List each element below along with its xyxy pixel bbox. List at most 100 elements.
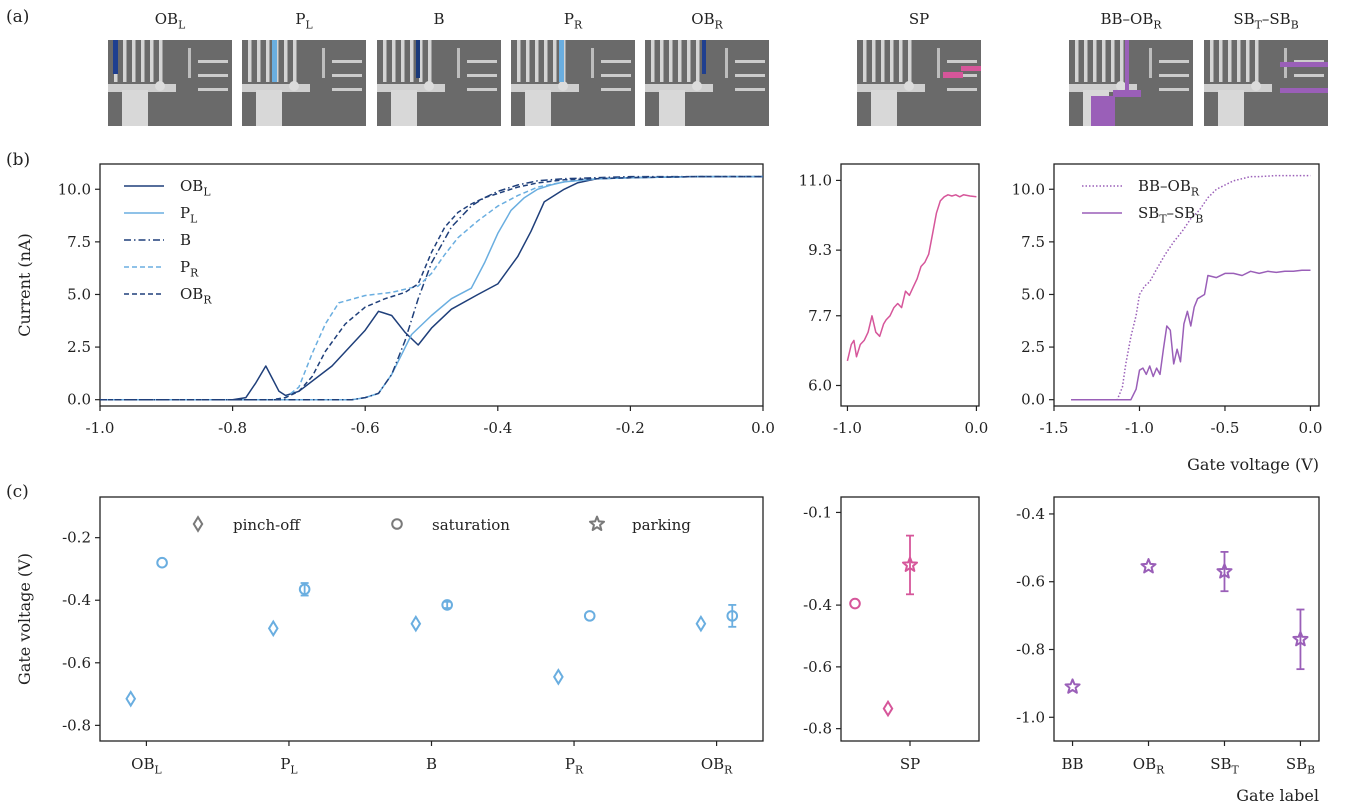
gate-finger — [687, 40, 691, 82]
gate-finger — [553, 40, 557, 82]
gate-finger — [141, 40, 145, 82]
x-category-label-3: SBB — [1286, 755, 1315, 777]
thumbnail-label-6: BB–OBR — [1100, 10, 1162, 32]
x-category-label-2-main: SB — [1210, 755, 1231, 773]
sensor-gate — [1149, 48, 1152, 78]
gate-finger — [1084, 40, 1088, 82]
legend-label-0: BB–OBR — [1138, 177, 1200, 199]
data-point-star — [901, 556, 919, 572]
x-tick-label: -0.6 — [351, 419, 380, 437]
y-tick-label: -0.4 — [62, 591, 91, 609]
plot-frame — [840, 496, 980, 742]
y-tick-label: -1.0 — [1016, 708, 1045, 726]
chart-b-mid: 6.0 7.7 9.3 11.0 -1.0 0.0 — [799, 163, 988, 437]
gate-pad — [692, 81, 702, 91]
highlighted-gate — [1113, 90, 1141, 97]
series-line-3 — [100, 175, 763, 401]
thumbnail-label-6-main: BB–OB — [1100, 10, 1153, 28]
data-point-diamond — [552, 668, 564, 686]
legend-label-0: OBL — [180, 177, 211, 199]
y-tick-label: 10.0 — [58, 180, 91, 198]
gate-finger — [696, 40, 700, 82]
sensor-gate — [332, 74, 362, 77]
data-point-star — [1216, 563, 1233, 579]
series-line-0 — [100, 175, 763, 401]
legend-label-1: saturation — [432, 516, 510, 534]
gate-finger — [248, 40, 252, 82]
sensor-gate — [591, 48, 594, 78]
gate-finger — [410, 40, 414, 82]
y-tick-label: 5.0 — [67, 285, 91, 303]
gate-finger — [678, 40, 682, 82]
x-tick-label: -1.5 — [1040, 419, 1069, 437]
legend-label-0-sub: R — [1191, 186, 1200, 199]
data-point-diamond — [125, 690, 137, 708]
y-tick-label: -0.8 — [803, 720, 832, 738]
gate-finger — [392, 40, 396, 82]
gate-finger — [132, 40, 136, 82]
thumbnail-7: SBT–SBB — [1204, 10, 1328, 126]
y-tick-label: 9.3 — [808, 241, 832, 259]
highlighted-gate — [272, 40, 277, 82]
thumbnail-label-5-main: SP — [909, 10, 929, 28]
legend-label-2: B — [180, 231, 191, 249]
gate-finger — [881, 40, 885, 82]
thumbnail-label-1: PL — [295, 10, 312, 32]
plot-frame — [1053, 496, 1320, 742]
x-category-label-4: OBR — [701, 755, 733, 777]
gate-finger — [150, 40, 154, 82]
gate-finger — [908, 40, 912, 82]
gate-finger — [517, 40, 521, 82]
gate-finger — [899, 40, 903, 82]
y-tick-label: -0.8 — [62, 716, 91, 734]
y-axis-label: Gate voltage (V) — [15, 553, 34, 685]
y-tick-label: 10.0 — [1012, 180, 1045, 198]
panel-label-c: (c) — [6, 482, 29, 502]
gate-finger — [526, 40, 530, 82]
legend-label-3-sub: R — [190, 267, 199, 280]
x-tick-label: -0.5 — [1210, 419, 1239, 437]
legend-label-1-sub: L — [190, 213, 197, 226]
gate-pad — [1116, 81, 1126, 91]
y-tick-label: 0.0 — [67, 391, 91, 409]
gate-lead — [857, 84, 925, 92]
gate-finger — [159, 40, 163, 82]
thumbnail-label-0-main: OB — [155, 10, 178, 28]
gate-lead — [377, 84, 445, 92]
x-tick-label: -0.8 — [218, 419, 247, 437]
data-point-diamond — [882, 699, 894, 718]
x-category-label-3-main: P — [565, 755, 575, 773]
thumbnail-label-7-main2: –SB — [1262, 10, 1291, 28]
legend-label-0-main: OB — [180, 177, 203, 195]
gate-pad — [558, 81, 568, 91]
thumbnail-label-7: SBT–SBB — [1233, 10, 1298, 32]
thumbnail-label-1-main: P — [295, 10, 305, 28]
y-tick-label: 2.5 — [1021, 338, 1045, 356]
chart-b-right: 0.0 2.5 5.0 7.5 10.0 -1.5 -1.0 -0.5 0.0 BB–OBR SBT… — [1012, 163, 1323, 474]
highlighted-gate — [559, 40, 564, 82]
x-category-label-1: OBR — [1133, 755, 1165, 777]
legend-marker-diamond — [192, 515, 204, 533]
x-tick-label: -0.4 — [483, 419, 512, 437]
sensor-gate — [601, 60, 631, 63]
legend-label-1-main2: –SB — [1167, 204, 1196, 222]
gate-finger — [1102, 40, 1106, 82]
data-point-circle — [441, 599, 453, 611]
sensor-gate — [467, 60, 497, 63]
y-tick-label: -0.6 — [62, 654, 91, 672]
sensor-gate — [601, 74, 631, 77]
sensor-gate — [198, 60, 228, 63]
x-axis-label: Gate voltage (V) — [1187, 455, 1319, 474]
highlighted-gate — [1280, 62, 1328, 67]
legend-marker-star — [588, 515, 606, 531]
thumbnail-label-6-sub: R — [1153, 19, 1162, 32]
x-tick-label: 0.0 — [751, 419, 775, 437]
gate-finger — [428, 40, 432, 82]
legend-label-2: parking — [632, 516, 691, 534]
legend-label-3-main: P — [180, 258, 190, 276]
data-point-star — [1140, 558, 1157, 574]
sensor-gate — [332, 60, 362, 63]
thumbnail-label-7-main: SB — [1233, 10, 1254, 28]
highlighted-gate — [1280, 88, 1328, 93]
x-tick-label: 0.0 — [1299, 419, 1323, 437]
